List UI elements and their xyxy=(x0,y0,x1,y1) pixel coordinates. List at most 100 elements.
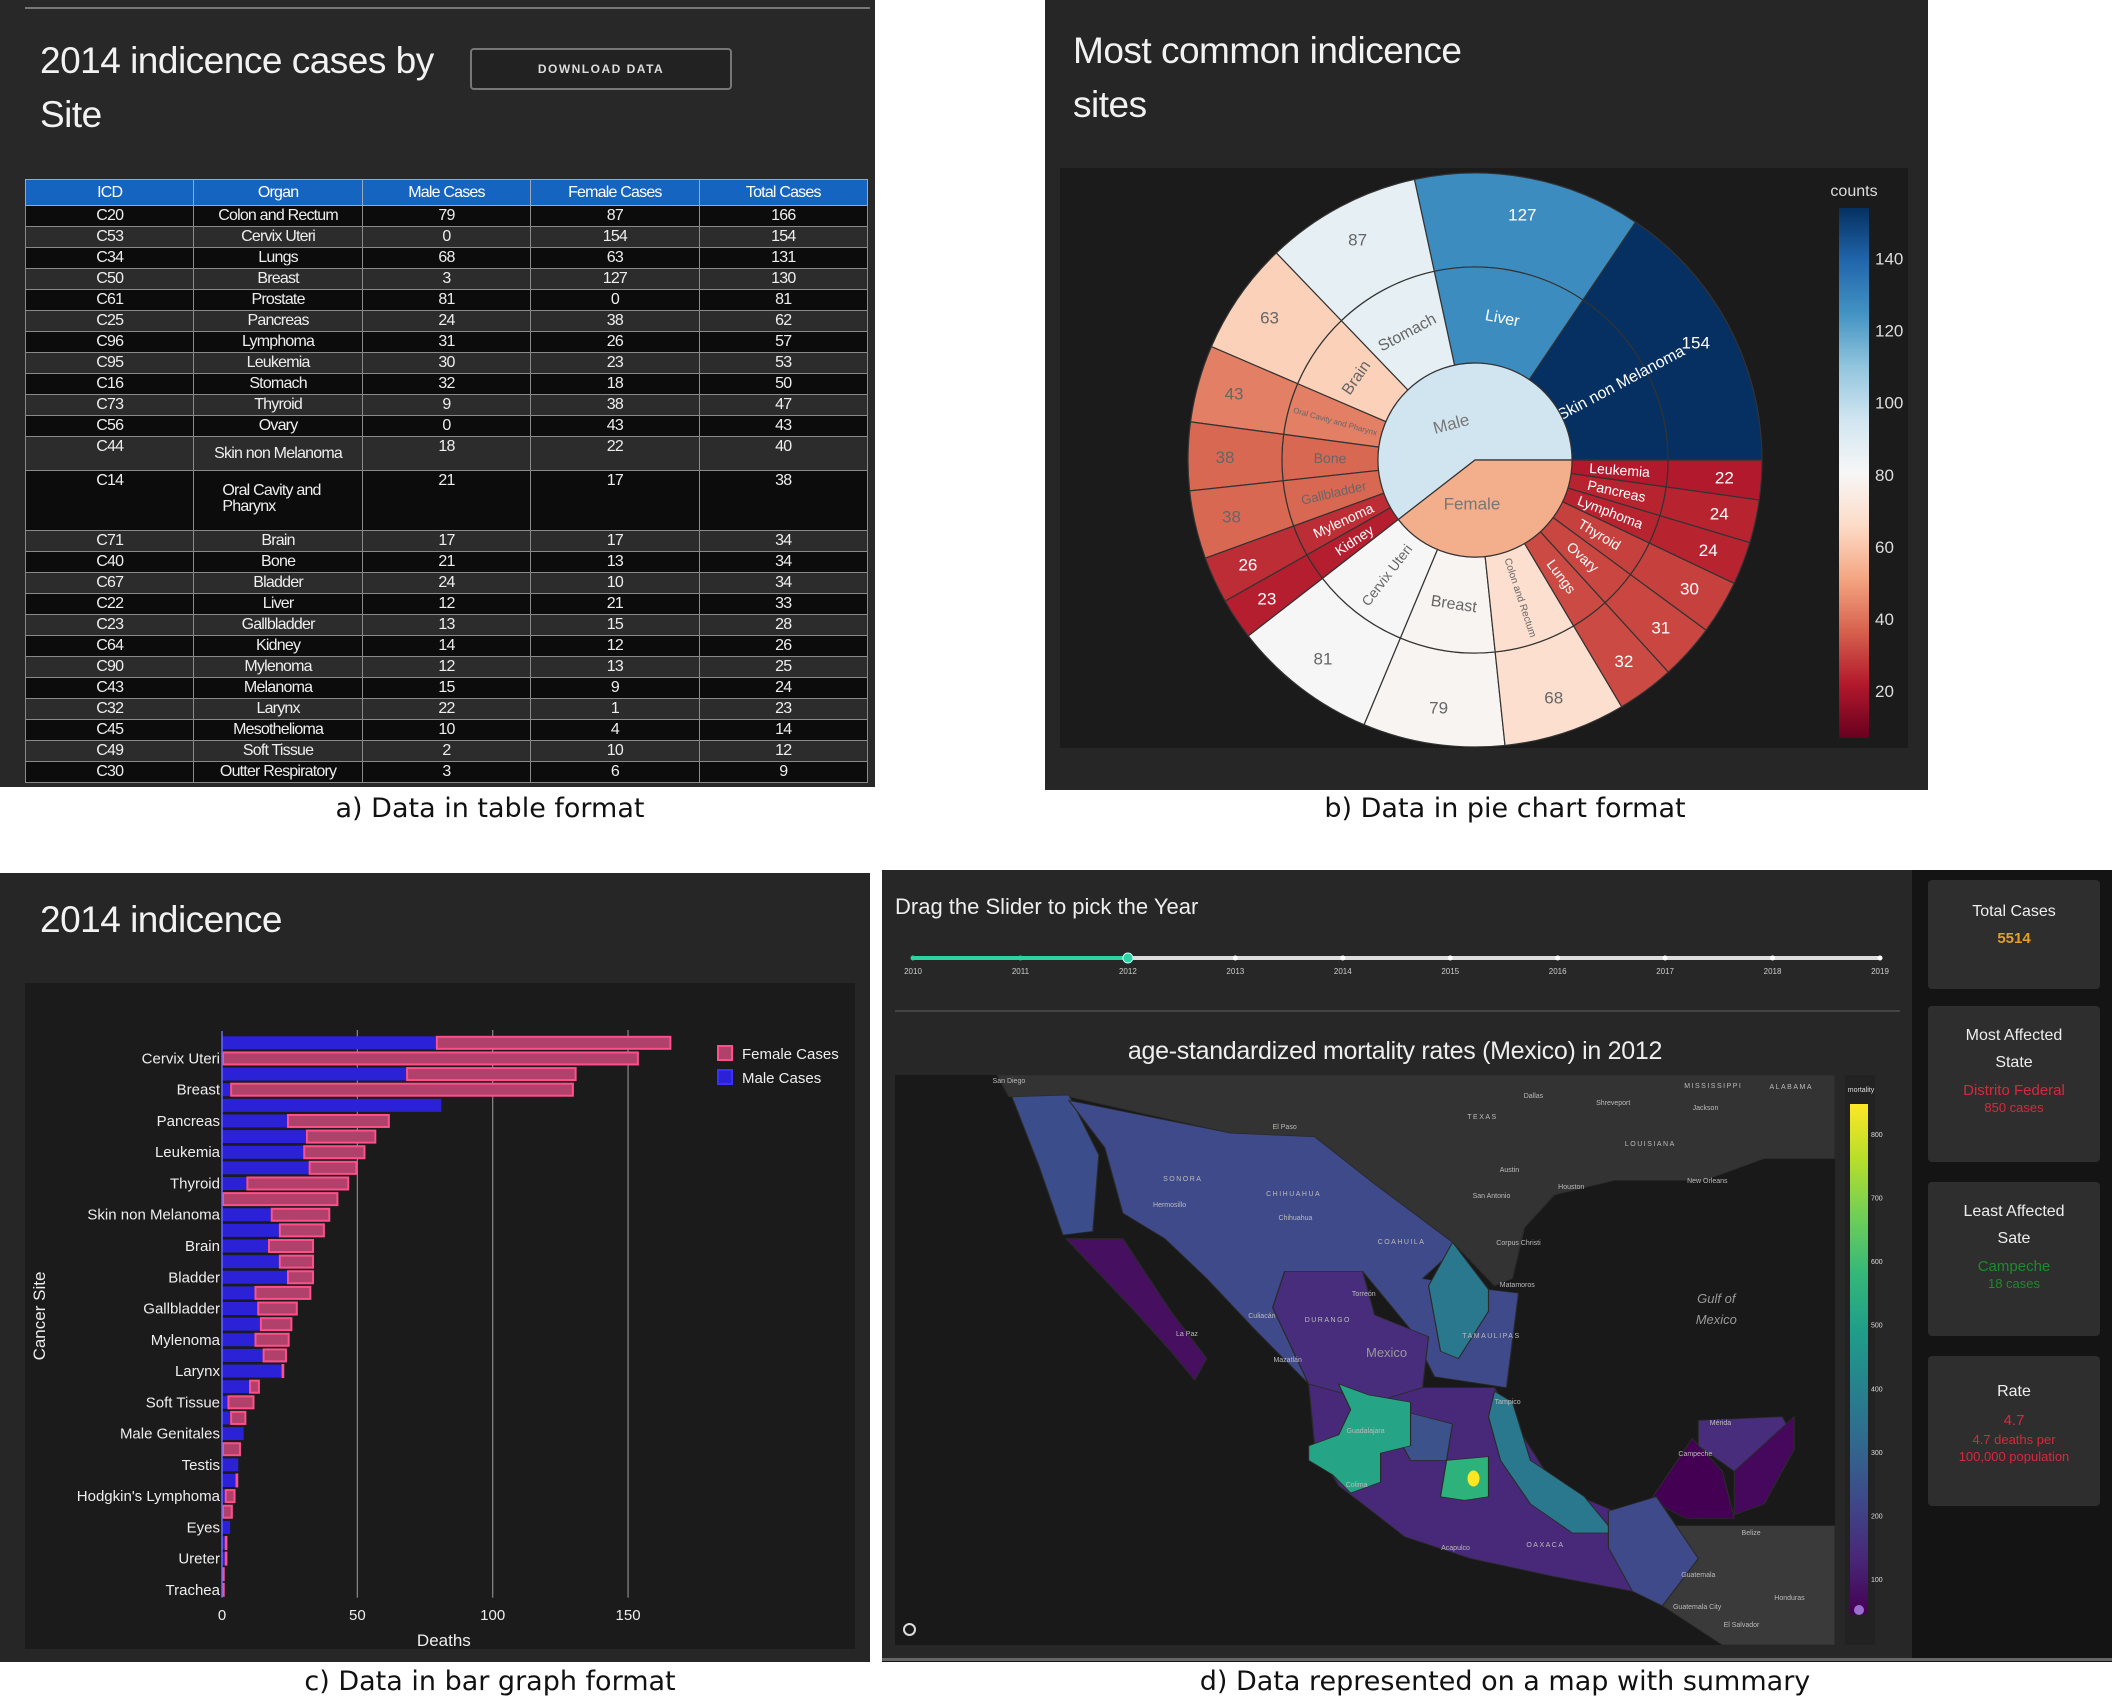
bar-female-cases[interactable] xyxy=(224,1535,228,1550)
state-veracruz[interactable] xyxy=(1487,1390,1616,1534)
bar-female-cases[interactable] xyxy=(278,1223,325,1238)
slider-tick[interactable] xyxy=(1340,955,1346,961)
slider-year-label[interactable]: 2013 xyxy=(1226,967,1244,976)
bar-female-cases[interactable] xyxy=(303,1145,366,1160)
legend-swatch[interactable] xyxy=(717,1069,733,1085)
bar-male-cases[interactable] xyxy=(222,1098,442,1112)
bar-male-cases[interactable] xyxy=(222,1130,306,1144)
bar-female-cases[interactable] xyxy=(286,1270,315,1285)
slider-year-label[interactable]: 2010 xyxy=(904,967,922,976)
slider-year-label[interactable]: 2011 xyxy=(1012,967,1030,976)
bar-female-cases[interactable] xyxy=(222,1192,339,1207)
column-header[interactable]: Male Cases xyxy=(361,179,532,206)
state-campeche[interactable] xyxy=(1649,1437,1735,1519)
bar-female-cases[interactable] xyxy=(257,1301,298,1316)
state-quintana-roo[interactable] xyxy=(1733,1415,1795,1516)
bar-female-cases[interactable] xyxy=(249,1379,260,1394)
slider-year-label[interactable]: 2016 xyxy=(1549,967,1567,976)
bar-male-cases[interactable] xyxy=(222,1411,231,1425)
bar-female-cases[interactable] xyxy=(305,1129,377,1144)
slider-year-label[interactable]: 2019 xyxy=(1871,967,1889,976)
bar-female-cases[interactable] xyxy=(406,1067,577,1082)
sunburst-male-segment[interactable] xyxy=(1377,362,1573,521)
slider-tick[interactable] xyxy=(1232,955,1238,961)
bar-male-cases[interactable] xyxy=(222,1302,258,1316)
slider-year-label[interactable]: 2014 xyxy=(1334,967,1352,976)
slider-tick[interactable] xyxy=(1877,955,1883,961)
bar-female-cases[interactable] xyxy=(222,1442,241,1457)
slider-tick[interactable] xyxy=(910,955,916,961)
bar-male-cases[interactable] xyxy=(222,1114,287,1128)
year-slider[interactable]: 2010 2011 2012 2013 2014 2015 2016 2017 2018 2019 xyxy=(882,930,1922,990)
bar-female-cases[interactable] xyxy=(224,1551,228,1566)
bar-male-cases[interactable] xyxy=(222,1380,250,1394)
bar-male-cases[interactable] xyxy=(222,1520,231,1534)
mapbox-logo-icon[interactable] xyxy=(903,1623,916,1636)
bar-male-cases[interactable] xyxy=(222,1255,279,1269)
bar-female-cases[interactable] xyxy=(230,1082,574,1097)
bar-female-cases[interactable] xyxy=(222,1582,225,1597)
slider-year-label[interactable]: 2017 xyxy=(1656,967,1674,976)
download-data-button[interactable]: DOWNLOAD DATA xyxy=(470,48,732,90)
bar-male-cases[interactable] xyxy=(222,1067,407,1081)
slider-tick[interactable] xyxy=(1447,955,1453,961)
bar-male-cases[interactable] xyxy=(222,1083,231,1097)
bar-female-cases[interactable] xyxy=(222,1504,233,1519)
bar-male-cases[interactable] xyxy=(222,1317,260,1331)
state-baja-california[interactable] xyxy=(1011,1094,1100,1236)
bar-female-cases[interactable] xyxy=(254,1332,290,1347)
bar-male-cases[interactable] xyxy=(222,1536,225,1550)
bar-female-cases[interactable] xyxy=(262,1348,287,1363)
bar-male-cases[interactable] xyxy=(222,1473,236,1487)
slider-tick[interactable] xyxy=(1555,955,1561,961)
choropleth-map[interactable] xyxy=(895,1075,1835,1645)
bar-male-cases[interactable] xyxy=(222,1552,225,1566)
legend-label[interactable]: Female Cases xyxy=(742,1046,839,1063)
bar-female-cases[interactable] xyxy=(222,1567,225,1582)
sunburst-female-segment[interactable] xyxy=(1397,459,1573,558)
sunburst-outer-segment[interactable] xyxy=(1187,421,1285,492)
bar-male-cases[interactable] xyxy=(222,1348,263,1362)
bar-male-cases[interactable] xyxy=(222,1239,269,1253)
bar-female-cases[interactable] xyxy=(227,1395,255,1410)
bar-male-cases[interactable] xyxy=(222,1364,282,1378)
bar-female-cases[interactable] xyxy=(281,1364,285,1379)
slider-tick[interactable] xyxy=(1017,955,1023,961)
bar-female-cases[interactable] xyxy=(286,1113,390,1128)
bar-female-cases[interactable] xyxy=(308,1160,358,1175)
legend-label[interactable]: Male Cases xyxy=(742,1070,821,1087)
bar-male-cases[interactable] xyxy=(222,1223,279,1237)
column-header[interactable]: ICD xyxy=(24,179,195,206)
state-baja-california-sur[interactable] xyxy=(1064,1238,1208,1382)
bar-female-cases[interactable] xyxy=(254,1285,312,1300)
bar-male-cases[interactable] xyxy=(222,1208,271,1222)
bar-female-cases[interactable] xyxy=(259,1317,293,1332)
state-nuevo-leon[interactable] xyxy=(1427,1241,1490,1360)
bar-male-cases[interactable] xyxy=(222,1036,436,1050)
bar-male-cases[interactable] xyxy=(222,1270,287,1284)
legend-swatch[interactable] xyxy=(717,1045,733,1061)
slider-year-label[interactable]: 2015 xyxy=(1441,967,1459,976)
state-mexico[interactable] xyxy=(1439,1456,1490,1501)
bar-female-cases[interactable] xyxy=(230,1410,247,1425)
bar-male-cases[interactable] xyxy=(222,1333,255,1347)
bar-male-cases[interactable] xyxy=(222,1161,309,1175)
bar-female-cases[interactable] xyxy=(246,1176,350,1191)
bar-male-cases[interactable] xyxy=(222,1489,225,1503)
bar-female-cases[interactable] xyxy=(278,1254,315,1269)
bar-male-cases[interactable] xyxy=(222,1286,255,1300)
slider-year-label[interactable]: 2012 xyxy=(1119,967,1137,976)
column-header[interactable]: Total Cases xyxy=(698,179,869,206)
bar-male-cases[interactable] xyxy=(222,1458,239,1472)
colorbar-handle-icon[interactable] xyxy=(1854,1605,1864,1615)
bar-female-cases[interactable] xyxy=(222,1051,639,1066)
state-jalisco[interactable] xyxy=(1308,1383,1412,1494)
map-area[interactable]: San Diego El Paso Dallas Shreveport Jackson T… xyxy=(895,1075,1835,1645)
bar-male-cases[interactable] xyxy=(222,1176,247,1190)
slider-year-label[interactable]: 2018 xyxy=(1764,967,1782,976)
bar-male-cases[interactable] xyxy=(222,1427,244,1441)
bar-female-cases[interactable] xyxy=(435,1035,672,1050)
slider-tick[interactable] xyxy=(1662,955,1668,961)
bar-female-cases[interactable] xyxy=(235,1473,239,1488)
bar-male-cases[interactable] xyxy=(222,1395,228,1409)
